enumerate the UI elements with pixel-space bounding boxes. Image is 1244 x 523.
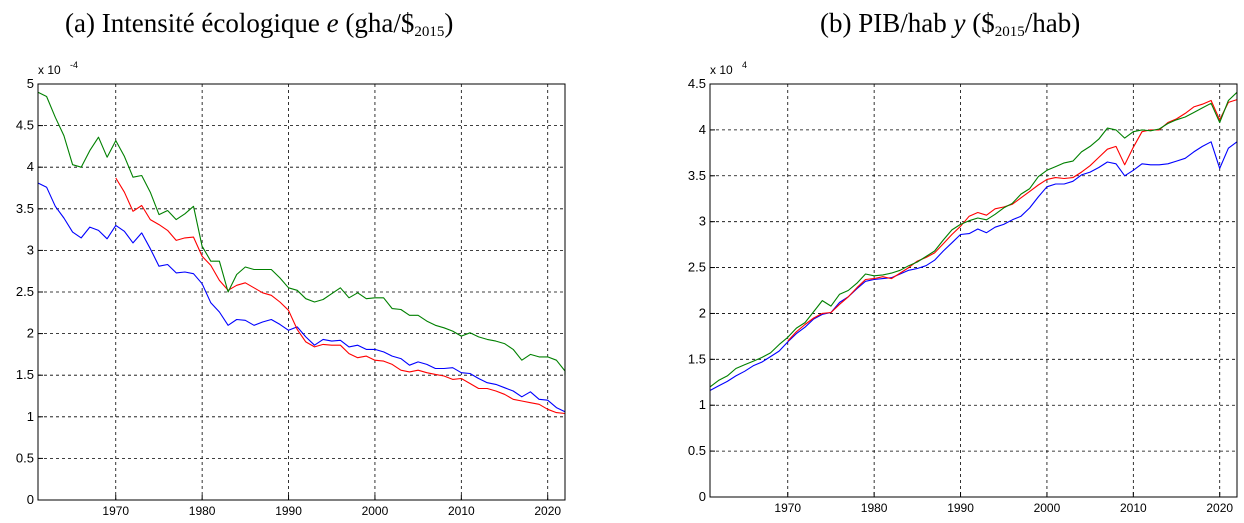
chart-a-ytick-label-8: 4	[27, 159, 34, 174]
chart-b-xtick-label-2010: 2010	[1120, 501, 1147, 515]
chart-b-ytick-label-8: 4	[699, 122, 706, 137]
chart-b-ytick-label-5: 2.5	[688, 260, 706, 275]
chart-b-xtick-label-2000: 2000	[1034, 501, 1061, 515]
chart-b-title-prefix: (b) PIB/hab	[820, 8, 954, 38]
chart-b-ytick-label-9: 4.5	[688, 76, 706, 91]
chart-b-ytick-label-4: 2	[699, 305, 706, 320]
chart-b-ytick-label-7: 3.5	[688, 168, 706, 183]
chart-b-title-unit-open: ($	[965, 8, 995, 38]
chart-a-title-prefix: (a) Intensité écologique	[65, 8, 327, 38]
chart-b-xtick-label-1970: 1970	[774, 501, 801, 515]
chart-b-ytick-label-2: 1	[699, 397, 706, 412]
chart-b-y-exponent: 4	[742, 60, 747, 70]
chart-b-title-variable: y	[953, 8, 966, 38]
chart-a-title-unit-open: (gha/$	[338, 8, 415, 38]
chart-b-ytick-label-0: 0	[699, 489, 706, 504]
chart-b-ytick-label-3: 1.5	[688, 351, 706, 366]
chart-b-title-unit-close: /hab)	[1024, 8, 1081, 38]
chart-b-xtick-label-1990: 1990	[947, 501, 974, 515]
chart-a-y-exponent: -4	[70, 60, 78, 70]
chart-b-series-2	[709, 91, 1238, 388]
chart-b-plot-frame	[709, 83, 1238, 498]
chart-a-ytick-label-4: 2	[27, 326, 34, 341]
chart-a-xtick-label-2000: 2000	[362, 504, 389, 518]
chart-a-ytick-label-9: 4.5	[16, 118, 34, 133]
chart-a-xtick-label-1990: 1990	[275, 504, 302, 518]
chart-a-ytick-label-0: 0	[27, 492, 34, 507]
chart-a-series-1	[115, 177, 566, 415]
chart-a-ytick-label-5: 2.5	[16, 284, 34, 299]
chart-a-ytick-label-3: 1.5	[16, 367, 34, 382]
chart-b-ytick-label-6: 3	[699, 214, 706, 229]
chart-a-ytick-label-6: 3	[27, 242, 34, 257]
chart-b-title-unit-sub: 2015	[994, 24, 1025, 40]
chart-b-title: (b) PIB/hab y ($2015/hab)	[820, 8, 1080, 41]
chart-a-series-0	[37, 182, 566, 413]
chart-a-title: (a) Intensité écologique e (gha/$2015)	[65, 8, 453, 41]
chart-a-ytick-label-7: 3.5	[16, 201, 34, 216]
chart-b-y-exponent-label: x 10	[710, 63, 733, 77]
chart-a-xtick-label-2020: 2020	[534, 504, 561, 518]
chart-a-series-2	[37, 91, 566, 376]
chart-a-ytick-label-10: 5	[27, 76, 34, 91]
chart-a-xtick-label-1980: 1980	[189, 504, 216, 518]
chart-a-title-unit-sub: 2015	[414, 24, 445, 40]
chart-a-ytick-label-2: 1	[27, 409, 34, 424]
chart-a-title-unit-close: )	[444, 8, 454, 38]
chart-b-ytick-label-1: 0.5	[688, 443, 706, 458]
chart-a-ytick-label-1: 0.5	[16, 450, 34, 465]
chart-a-title-variable: e	[326, 8, 339, 38]
chart-b-series-0	[709, 141, 1238, 391]
chart-a-y-exponent-label: x 10	[38, 63, 61, 77]
chart-b-xtick-label-2020: 2020	[1206, 501, 1233, 515]
chart-a-xtick-label-2010: 2010	[448, 504, 475, 518]
chart-b-xtick-label-1980: 1980	[861, 501, 888, 515]
chart-a-xtick-label-1970: 1970	[102, 504, 129, 518]
